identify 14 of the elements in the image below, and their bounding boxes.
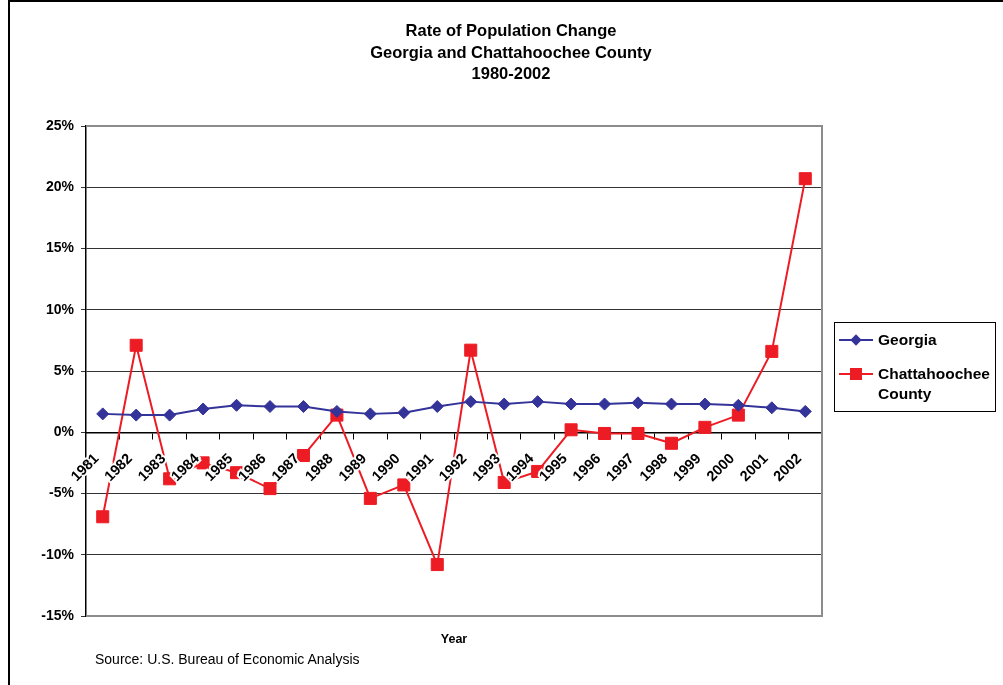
y-tick-label: -10% bbox=[41, 545, 75, 562]
legend-label: Chattahoochee County bbox=[878, 364, 991, 404]
y-tick-label: 15% bbox=[45, 239, 75, 256]
chart-title: Rate of Population Change Georgia and Chattahoochee County 1980-2002 bbox=[369, 20, 653, 84]
y-tick-label: 0% bbox=[53, 423, 75, 440]
y-tick-label: 5% bbox=[53, 361, 75, 378]
x-axis-title: Year bbox=[440, 632, 468, 646]
source-note: Source: U.S. Bureau of Economic Analysis bbox=[95, 651, 360, 667]
legend-label: Georgia bbox=[878, 330, 938, 350]
y-tick-label: 20% bbox=[45, 178, 75, 195]
y-tick-label: -15% bbox=[41, 606, 75, 623]
y-tick-label: -5% bbox=[49, 484, 75, 501]
y-tick-label: 25% bbox=[45, 116, 75, 133]
y-tick-label: 10% bbox=[45, 300, 75, 317]
